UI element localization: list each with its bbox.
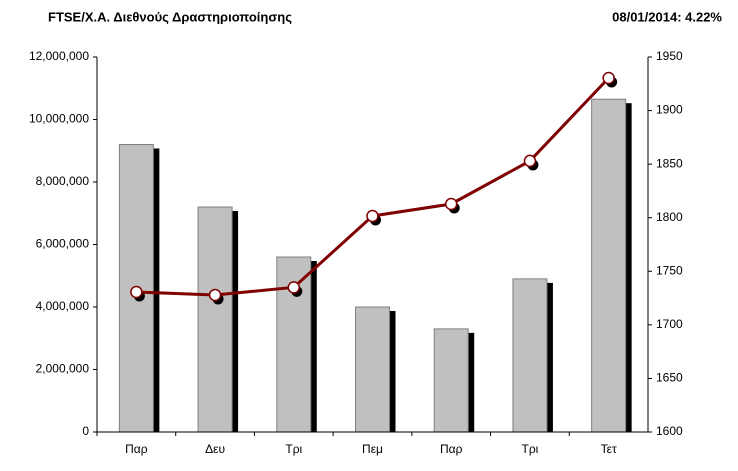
y-tick-label: 0 (82, 424, 89, 438)
y-tick-label: 8,000,000 (36, 174, 90, 188)
point (130, 285, 143, 299)
y2-tick-label: 1600 (656, 424, 683, 438)
y2-tick-label: 1750 (656, 263, 683, 277)
x-tick-label: Τετ (601, 442, 617, 456)
y2-tick-label: 1800 (656, 210, 683, 224)
y-tick-label: 6,000,000 (36, 237, 90, 251)
y2-tick-label: 1650 (656, 371, 683, 385)
y2-tick-label: 1950 (656, 49, 683, 63)
bar (197, 206, 233, 433)
bar (512, 278, 548, 433)
y2-tick-label: 1900 (656, 103, 683, 117)
point (523, 154, 537, 168)
y2-tick-label: 1700 (656, 317, 683, 331)
y2-tick-label: 1850 (656, 156, 683, 170)
point (444, 197, 458, 211)
x-tick-label: Τρι (285, 442, 302, 456)
x-tick-label: Παρ (125, 442, 148, 456)
x-tick-label: Δευ (205, 442, 225, 456)
bar (433, 328, 469, 433)
point (602, 71, 615, 85)
y-tick-label: 12,000,000 (29, 49, 89, 63)
chart-subtitle: 08/01/2014: 4.22% (612, 9, 722, 24)
x-tick-label: Πεμ (362, 442, 383, 456)
x-tick-label: Παρ (440, 442, 463, 456)
y-tick-label: 2,000,000 (36, 362, 90, 376)
chart-title: FTSE/Χ.Α. Διεθνούς Δραστηριοποίησης (48, 9, 292, 24)
point (287, 281, 301, 294)
y-tick-label: 4,000,000 (36, 299, 90, 313)
point (208, 288, 222, 302)
bar (355, 306, 390, 433)
x-tick-label: Τρι (522, 442, 539, 456)
y-tick-label: 10,000,000 (29, 112, 89, 126)
bar (591, 98, 627, 433)
point (366, 209, 379, 223)
